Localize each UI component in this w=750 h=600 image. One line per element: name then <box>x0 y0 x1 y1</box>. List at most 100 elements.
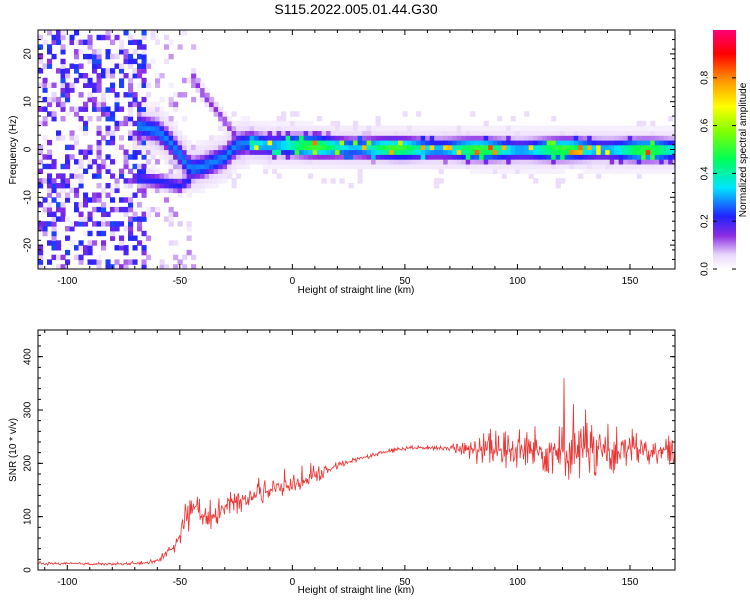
heatmap-cell <box>42 221 48 227</box>
heatmap-cell <box>231 111 237 117</box>
heatmap-cell <box>614 154 620 160</box>
heatmap-cell <box>578 163 584 170</box>
heatmap-cell <box>128 135 134 141</box>
heatmap-cell <box>182 139 188 146</box>
heatmap-cell <box>155 183 161 189</box>
heatmap-cell <box>519 135 525 141</box>
heatmap-cell <box>236 163 242 170</box>
heatmap-cell <box>227 168 233 174</box>
heatmap-cell <box>605 168 611 174</box>
heatmap-cell <box>249 120 255 127</box>
heatmap-cell <box>87 249 93 256</box>
heatmap-cell <box>65 82 71 88</box>
heatmap-cell <box>542 130 548 136</box>
heatmap-cell <box>650 163 656 170</box>
heatmap-cell <box>659 154 665 160</box>
heatmap-cell <box>78 178 84 184</box>
heatmap-cell <box>353 163 359 170</box>
heatmap-cell <box>276 125 282 131</box>
heatmap-cell <box>456 125 462 131</box>
heatmap-cell <box>150 168 156 174</box>
heatmap-cell <box>168 240 174 246</box>
heatmap-cell <box>546 144 552 151</box>
x-tick-label: 0 <box>290 276 296 287</box>
heatmap-cell <box>96 192 102 198</box>
heatmap-cell <box>263 135 269 141</box>
heatmap-cell <box>587 154 593 160</box>
heatmap-cell <box>65 111 71 117</box>
heatmap-cell <box>632 144 638 151</box>
heatmap-cell <box>186 192 192 198</box>
heatmap-cell <box>555 183 561 189</box>
heatmap-cell <box>335 139 341 146</box>
heatmap-cell <box>78 73 84 79</box>
heatmap-cell <box>177 44 183 50</box>
heatmap-cell <box>132 68 138 74</box>
heatmap-cell <box>173 173 179 179</box>
heatmap-cell <box>533 144 539 151</box>
heatmap-cell <box>402 130 408 136</box>
heatmap-cell <box>141 168 147 174</box>
heatmap-cell <box>506 135 512 141</box>
heatmap-cell <box>191 44 197 50</box>
heatmap-cell <box>659 139 665 146</box>
heatmap-cell <box>357 135 363 141</box>
heatmap-cell <box>321 139 327 146</box>
heatmap-cell <box>141 34 147 41</box>
heatmap-cell <box>452 144 458 151</box>
heatmap-cell <box>101 187 107 194</box>
heatmap-cell <box>227 125 233 131</box>
heatmap-cell <box>195 168 201 174</box>
heatmap-cell <box>87 159 93 165</box>
heatmap-cell <box>60 187 66 194</box>
heatmap-cell <box>438 154 444 160</box>
heatmap-cell <box>200 168 206 174</box>
heatmap-cell <box>96 49 102 55</box>
heatmap-cell <box>150 130 156 136</box>
heatmap-cell <box>47 211 53 217</box>
heatmap-cell <box>398 144 404 151</box>
heatmap-cell <box>582 144 588 151</box>
heatmap-cell <box>173 135 179 141</box>
heatmap-cell <box>654 130 660 136</box>
heatmap-cell <box>411 135 417 141</box>
heatmap-cell <box>551 163 557 170</box>
heatmap-cell <box>236 125 242 131</box>
heatmap-cell <box>60 77 66 84</box>
heatmap-cell <box>389 144 395 151</box>
heatmap-cell <box>132 101 138 108</box>
heatmap-cell <box>285 149 291 155</box>
heatmap-cell <box>96 125 102 131</box>
heatmap-cell <box>146 178 152 184</box>
heatmap-cell <box>353 135 359 141</box>
heatmap-cell <box>177 192 183 198</box>
colorbar-tick-label: 0.6 <box>700 118 711 132</box>
heatmap-cell <box>533 130 539 136</box>
heatmap-cell <box>281 154 287 160</box>
heatmap-cell <box>182 178 188 184</box>
heatmap-cell <box>191 178 197 184</box>
heatmap-cell <box>650 154 656 160</box>
heatmap-cell <box>470 130 476 136</box>
heatmap-cell <box>560 135 566 141</box>
heatmap-cell <box>177 154 183 160</box>
heatmap-cell <box>191 77 197 84</box>
heatmap-cell <box>128 101 134 108</box>
heatmap-cell <box>461 139 467 146</box>
heatmap-cell <box>191 183 197 189</box>
heatmap-cell <box>438 144 444 151</box>
heatmap-cell <box>204 139 210 146</box>
heatmap-cell <box>479 144 485 151</box>
heatmap-cell <box>60 82 66 88</box>
heatmap-cell <box>123 259 129 265</box>
heatmap-cell <box>119 245 125 251</box>
heatmap-cell <box>659 149 665 155</box>
heatmap-cell <box>479 149 485 155</box>
heatmap-cell <box>654 154 660 160</box>
heatmap-cell <box>51 53 57 60</box>
heatmap-cell <box>308 173 314 179</box>
heatmap-cell <box>78 245 84 251</box>
heatmap-cell <box>312 139 318 146</box>
heatmap-cell <box>159 139 165 146</box>
heatmap-cell <box>209 168 215 174</box>
